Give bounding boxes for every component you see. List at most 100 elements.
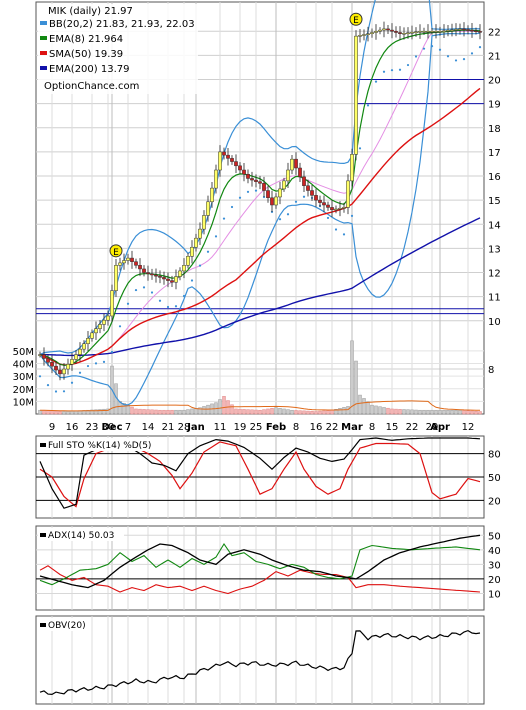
volume-bar [330, 409, 334, 415]
x-tick-label: Jan [186, 422, 205, 433]
volume-bar [242, 409, 246, 415]
sar-dot [334, 228, 338, 231]
volume-bar [306, 410, 310, 415]
legend-text-ema200: EMA(200) 13.79 [49, 64, 129, 75]
candle-body [462, 28, 466, 31]
candle-body [266, 190, 270, 199]
volume-tick-label: 50M [13, 347, 34, 358]
volume-bar [430, 409, 434, 415]
candle-body [178, 270, 182, 277]
volume-bar [322, 410, 326, 415]
sar-dot [350, 214, 354, 218]
sar-dot [470, 52, 474, 55]
sar-dot [94, 362, 98, 365]
obv-layer [39, 629, 481, 696]
volume-bar [370, 404, 374, 415]
sar-dot [358, 147, 362, 150]
legend-item-sma50: SMA(50) 19.39 [40, 49, 123, 60]
candle-body [306, 185, 310, 191]
watermark: OptionChance.com [44, 81, 139, 92]
price-layer: EE [36, 0, 484, 406]
x-tick-label: Feb [266, 422, 286, 433]
volume-bar [382, 407, 386, 415]
sar-dot [62, 390, 66, 393]
sar-dot [86, 364, 90, 368]
price-tick-label: 10 [488, 317, 501, 328]
sar-dot [222, 217, 226, 220]
volume-bar [462, 410, 466, 415]
candle-body [358, 35, 362, 37]
candle-body [182, 265, 186, 272]
legend-swatch-bb [40, 21, 47, 25]
volume-bar [154, 409, 158, 415]
candle-body [434, 31, 438, 33]
volume-bar [262, 409, 266, 415]
volume-bar [414, 409, 418, 415]
volume-bar [378, 406, 382, 415]
candle-body [170, 280, 174, 283]
volume-bar [150, 409, 154, 415]
candle-body [150, 273, 154, 276]
candle-body [474, 30, 478, 33]
candle-body [402, 32, 406, 35]
sar-dot [422, 47, 426, 50]
candle-body [294, 158, 298, 169]
volume-bar [134, 408, 138, 415]
candle-body [74, 354, 78, 360]
sar-dot [166, 305, 170, 309]
sar-dot [70, 381, 74, 384]
x-tick-label: 8 [369, 422, 375, 433]
candle-body [442, 30, 446, 33]
candle-body [242, 169, 246, 175]
candle-body [398, 32, 402, 34]
candle-body [422, 31, 426, 33]
candle-body [90, 332, 94, 339]
volume-bar [130, 406, 134, 415]
volume-bar [470, 410, 474, 415]
volume-bar [298, 410, 302, 415]
sar-dot [326, 216, 330, 220]
sar-dot [214, 235, 218, 238]
volume-bar [270, 408, 274, 415]
x-tick-label: 22 [406, 422, 419, 433]
adx-tick-label: 30 [488, 560, 501, 571]
candle-body [290, 158, 294, 171]
candle-body [470, 29, 474, 32]
sto-legend-swatch [40, 443, 46, 447]
candle-body [454, 29, 458, 31]
candle-body [162, 277, 166, 280]
volume-bar [366, 401, 370, 415]
sto-label: Full STO %K(14) %D(5) [48, 441, 151, 451]
candle-body [86, 338, 90, 344]
volume-bar [146, 409, 150, 415]
candle-body [386, 28, 390, 31]
sar-dot [446, 55, 450, 58]
volume-bar [450, 409, 454, 415]
candle-body [202, 215, 206, 230]
candle-body [54, 365, 58, 371]
candle-body [250, 178, 254, 181]
sar-dot [438, 48, 442, 51]
volume-bar [282, 408, 286, 415]
earnings-marker [109, 244, 123, 258]
x-tick-label: 28 [178, 422, 191, 433]
volume-bar [126, 404, 130, 415]
x-tick-label: 29 [426, 422, 439, 433]
sar-dot [382, 70, 386, 73]
candle-body [430, 31, 434, 33]
candle-body [370, 32, 374, 34]
x-tick-label: 23 [86, 422, 99, 433]
candle-body [342, 207, 346, 209]
volume-bar [66, 411, 70, 415]
volume-bar [98, 409, 102, 415]
volume-bar [354, 360, 358, 415]
candle-body [274, 196, 278, 206]
candle-body [62, 368, 66, 375]
volume-bar [58, 411, 62, 415]
sma50-line [39, 87, 481, 366]
sar-dot [278, 218, 282, 221]
candle-body [366, 33, 370, 35]
volume-bar [374, 405, 378, 415]
legend-swatch-ema200 [40, 66, 47, 70]
